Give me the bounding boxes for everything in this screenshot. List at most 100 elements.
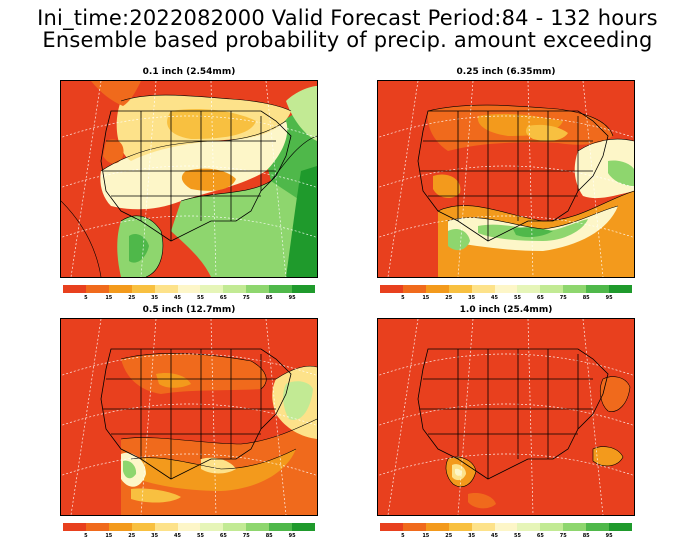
precip-probability-map [60,318,318,516]
colorbar-tick-label: 45 [491,533,499,539]
colorbar-swatch [540,523,564,531]
colorbar-tick-label: 85 [265,533,273,539]
colorbar-swatch [292,285,315,293]
colorbar-labels: 5 15 25 35 45 55 65 75 85 95 [380,295,632,303]
panel-title: 0.1 inch (2.54mm) [142,67,236,77]
colorbar-swatch [177,285,201,293]
colorbar-tick-label: 65 [219,295,227,301]
colorbar-swatch [131,523,155,531]
colorbar-tick-label: 65 [219,533,227,539]
figure-title-line-2: Ensemble based probability of precip. am… [42,28,653,52]
colorbar-swatch [154,285,178,293]
colorbar-swatch [517,285,541,293]
colorbar-swatch [200,523,224,531]
colorbar-swatch [85,285,109,293]
colorbar-tick-label: 5 [401,295,405,301]
colorbar-swatch [586,523,610,531]
precip-probability-map [377,318,635,516]
colorbar-swatch [380,285,403,293]
colorbar-tick-label: 15 [105,533,113,539]
colorbar-tick-label: 55 [513,295,521,301]
colorbar-swatch [63,523,86,531]
colorbar-swatch [494,523,518,531]
precip-probability-map [377,80,635,278]
colorbar-tick-label: 75 [559,533,567,539]
colorbar-swatch [471,285,495,293]
colorbar-tick-label: 25 [445,295,453,301]
colorbar-swatch [563,285,587,293]
colorbar-swatch [63,285,86,293]
colorbar-swatch [609,285,632,293]
colorbar-tick-label: 5 [84,295,88,301]
precip-probability-map [60,80,318,278]
colorbar-swatch [425,285,449,293]
colorbar-labels: 5 15 25 35 45 55 65 75 85 95 [380,533,632,541]
colorbar-tick-label: 65 [536,533,544,539]
colorbar-tick-label: 5 [401,533,405,539]
colorbar-tick-label: 95 [605,533,613,539]
colorbar-tick-label: 65 [536,295,544,301]
colorbar-swatch [246,523,270,531]
colorbar-swatch [223,285,247,293]
colorbar-swatch [154,523,178,531]
colorbar-swatch [108,285,132,293]
colorbar-tick-label: 5 [84,533,88,539]
colorbar-tick-label: 15 [422,533,430,539]
colorbar-swatch [402,285,426,293]
colorbar-swatch [246,285,270,293]
colorbar-swatch [380,523,403,531]
colorbar [380,285,632,293]
colorbar-swatch [131,285,155,293]
colorbar-tick-label: 85 [582,533,590,539]
colorbar-tick-label: 35 [151,295,159,301]
colorbar-tick-label: 55 [513,533,521,539]
colorbar-swatch [517,523,541,531]
figure-title-line-1: Ini_time:2022082000 Valid Forecast Perio… [37,6,658,30]
colorbar-tick-label: 85 [265,295,273,301]
colorbar-tick-label: 75 [242,533,250,539]
panel-title: 0.5 inch (12.7mm) [142,305,236,315]
colorbar-tick-label: 55 [196,533,204,539]
precip-map-0.1in-icon [61,81,317,277]
colorbar-swatch [586,285,610,293]
panel-title: 1.0 inch (25.4mm) [459,305,553,315]
colorbar [63,523,315,531]
colorbar-tick-label: 35 [468,295,476,301]
colorbar-tick-label: 85 [582,295,590,301]
colorbar-tick-label: 75 [559,295,567,301]
colorbar-swatch [448,285,472,293]
colorbar-swatch [85,523,109,531]
colorbar-tick-label: 25 [128,295,136,301]
colorbar [63,285,315,293]
colorbar-swatch [292,523,315,531]
colorbar-labels: 5 15 25 35 45 55 65 75 85 95 [63,295,315,303]
colorbar-swatch [177,523,201,531]
colorbar-swatch [108,523,132,531]
colorbar-swatch [269,523,293,531]
colorbar-swatch [540,285,564,293]
colorbar-labels: 5 15 25 35 45 55 65 75 85 95 [63,533,315,541]
colorbar-tick-label: 45 [174,295,182,301]
colorbar [380,523,632,531]
colorbar-swatch [223,523,247,531]
colorbar-tick-label: 95 [605,295,613,301]
precip-map-1.0in-icon [378,319,634,515]
colorbar-tick-label: 45 [174,533,182,539]
colorbar-swatch [494,285,518,293]
colorbar-tick-label: 95 [288,533,296,539]
colorbar-swatch [402,523,426,531]
colorbar-tick-label: 55 [196,295,204,301]
colorbar-swatch [563,523,587,531]
colorbar-tick-label: 45 [491,295,499,301]
colorbar-tick-label: 35 [151,533,159,539]
panel-title: 0.25 inch (6.35mm) [456,67,556,77]
colorbar-tick-label: 25 [445,533,453,539]
colorbar-swatch [425,523,449,531]
colorbar-swatch [200,285,224,293]
precip-map-0.25in-icon [378,81,634,277]
colorbar-swatch [609,523,632,531]
colorbar-swatch [448,523,472,531]
colorbar-tick-label: 75 [242,295,250,301]
colorbar-tick-label: 25 [128,533,136,539]
colorbar-tick-label: 15 [422,295,430,301]
